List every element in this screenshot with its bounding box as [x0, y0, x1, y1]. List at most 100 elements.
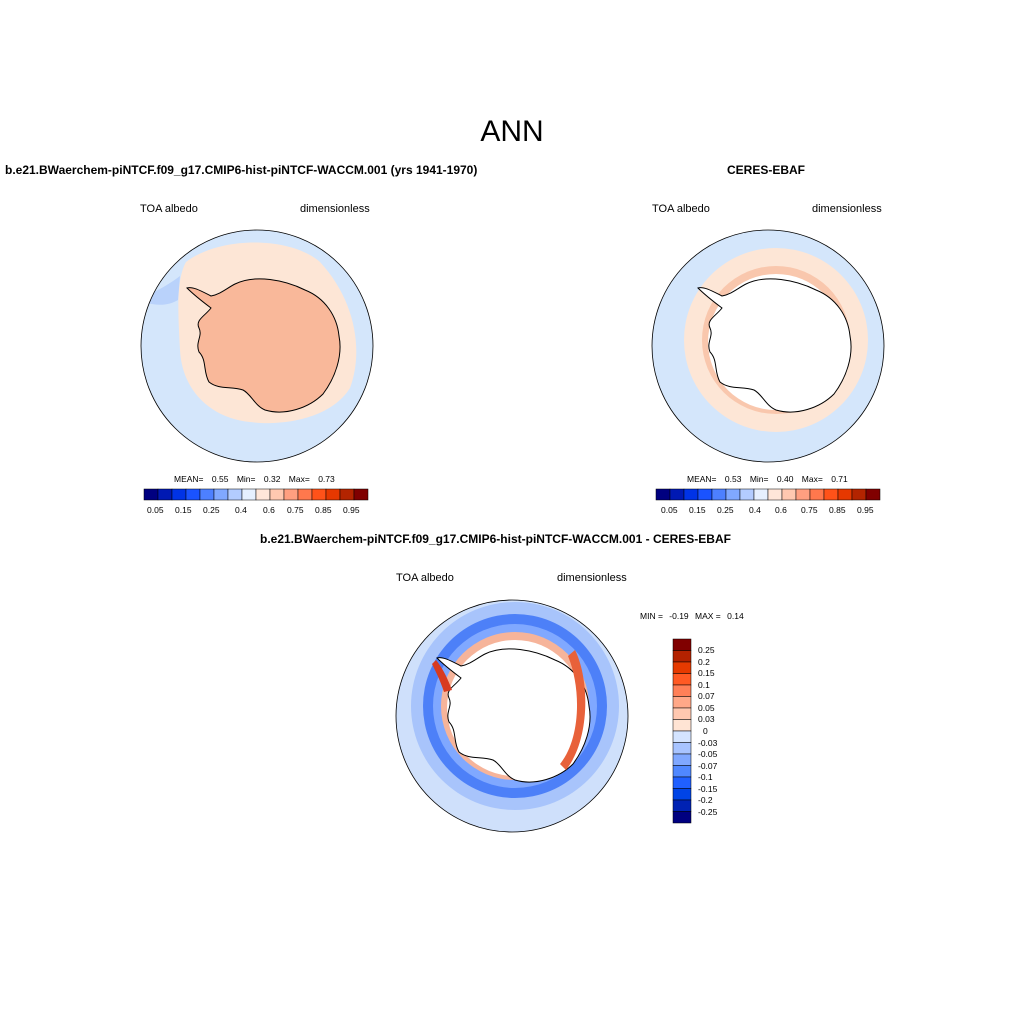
model-min-value: 0.32	[263, 474, 281, 484]
obs-cb-label: 0.6	[775, 505, 787, 515]
model-max-label: Max=	[288, 474, 310, 484]
obs-colorbar-cell	[725, 488, 741, 501]
model-units-label: dimensionless	[300, 203, 370, 215]
obs-cb-label: 0.85	[829, 505, 846, 515]
diff-colorbar-cell	[672, 811, 692, 824]
diff-colorbar-cell	[672, 742, 692, 755]
diff-cb-label: 0.25	[698, 645, 715, 655]
diff-peninsula-positive	[432, 660, 452, 692]
diff-min-label: MIN =	[640, 611, 663, 621]
model-cb-label: 0.15	[175, 505, 192, 515]
obs-cb-label: 0.95	[857, 505, 874, 515]
model-colorbar-cell	[283, 488, 299, 501]
diff-colorbar-cell	[672, 696, 692, 709]
diff-colorbar-cell	[672, 730, 692, 743]
diff-cb-label: 0	[703, 726, 708, 736]
model-colorbar-cell	[339, 488, 355, 501]
model-colorbar-cell	[353, 488, 369, 501]
obs-colorbar-cell	[865, 488, 881, 501]
diff-colorbar-cell	[672, 684, 692, 697]
obs-cb-label: 0.05	[661, 505, 678, 515]
model-colorbar-cell	[325, 488, 341, 501]
diff-units-label: dimensionless	[557, 572, 627, 584]
model-panel-title: b.e21.BWaerchem-piNTCF.f09_g17.CMIP6-his…	[5, 163, 478, 177]
model-cb-label: 0.75	[287, 505, 304, 515]
obs-panel-title: CERES-EBAF	[727, 163, 806, 177]
diff-cb-label: -0.25	[698, 807, 718, 817]
model-colorbar-cell	[297, 488, 313, 501]
diff-variable-label: TOA albedo	[396, 572, 454, 584]
diff-cb-label: 0.07	[698, 691, 715, 701]
diff-map-border	[395, 599, 629, 833]
diff-strong-positive-arc	[560, 650, 586, 770]
diff-cb-label: -0.03	[698, 738, 718, 748]
model-cb-label: 0.05	[147, 505, 164, 515]
obs-colorbar	[655, 488, 881, 501]
obs-colorbar-cell	[795, 488, 811, 501]
model-colorbar-cell	[199, 488, 215, 501]
model-cb-label: 0.4	[235, 505, 247, 515]
diff-cb-label: -0.1	[698, 772, 713, 782]
model-colorbar-cell	[143, 488, 159, 501]
model-map	[140, 229, 374, 463]
obs-cb-label: 0.75	[801, 505, 818, 515]
obs-mean-value: 0.53	[724, 474, 742, 484]
model-cb-label: 0.6	[263, 505, 275, 515]
diff-colorbar-cell	[672, 673, 692, 686]
obs-stats: MEAN= 0.53 Min= 0.40 Max= 0.71	[687, 474, 848, 484]
obs-colorbar-cell	[655, 488, 671, 501]
model-map-border	[140, 229, 374, 463]
diff-cb-label: 0.03	[698, 714, 715, 724]
diff-colorbar-cell	[672, 788, 692, 801]
obs-max-value: 0.71	[831, 474, 848, 484]
diff-cb-label: 0.15	[698, 668, 715, 678]
diff-colorbar-cell	[672, 765, 692, 778]
model-colorbar-cell	[255, 488, 271, 501]
model-mean-value: 0.55	[211, 474, 229, 484]
obs-cb-label: 0.4	[749, 505, 761, 515]
obs-colorbar-cell	[739, 488, 755, 501]
obs-colorbar-cell	[781, 488, 797, 501]
diff-panel-title: b.e21.BWaerchem-piNTCF.f09_g17.CMIP6-his…	[260, 532, 731, 546]
model-colorbar-cell	[185, 488, 201, 501]
obs-colorbar-cell	[669, 488, 685, 501]
diff-colorbar-cell	[672, 753, 692, 766]
diff-max-value: 0.14	[727, 611, 744, 621]
model-colorbar-cell	[311, 488, 327, 501]
obs-map	[651, 229, 885, 463]
obs-max-label: Max=	[801, 474, 823, 484]
model-stats: MEAN= 0.55 Min= 0.32 Max= 0.73	[174, 474, 335, 484]
diff-stats: MIN = -0.19 MAX = 0.14	[640, 611, 744, 621]
model-colorbar-cell	[171, 488, 187, 501]
obs-min-label: Min=	[749, 474, 769, 484]
model-cb-label: 0.95	[343, 505, 360, 515]
diff-map	[395, 599, 629, 833]
diff-min-value: -0.19	[669, 611, 689, 621]
diff-colorbar-cell	[672, 719, 692, 732]
diff-max-label: MAX =	[695, 611, 721, 621]
diff-cb-label: -0.15	[698, 784, 718, 794]
model-cb-label: 0.25	[203, 505, 220, 515]
model-colorbar-cell	[213, 488, 229, 501]
diff-colorbar-cell	[672, 707, 692, 720]
obs-min-value: 0.40	[776, 474, 794, 484]
diff-cb-label: -0.2	[698, 795, 713, 805]
model-colorbar	[143, 488, 369, 501]
model-colorbar-cell	[157, 488, 173, 501]
obs-cb-label: 0.15	[689, 505, 706, 515]
diff-cb-label: 0.05	[698, 703, 715, 713]
model-colorbar-cell	[269, 488, 285, 501]
diff-cb-label: 0.2	[698, 657, 710, 667]
model-colorbar-cell	[241, 488, 257, 501]
diff-cb-label: -0.05	[698, 749, 718, 759]
obs-units-label: dimensionless	[812, 203, 882, 215]
obs-colorbar-cell	[823, 488, 839, 501]
obs-colorbar-cell	[711, 488, 727, 501]
model-low-albedo-patch	[145, 276, 180, 305]
obs-variable-label: TOA albedo	[652, 203, 710, 215]
diff-cb-label: -0.07	[698, 761, 718, 771]
diff-colorbar-cell	[672, 661, 692, 674]
obs-map-border	[651, 229, 885, 463]
obs-mean-label: MEAN=	[687, 474, 717, 484]
